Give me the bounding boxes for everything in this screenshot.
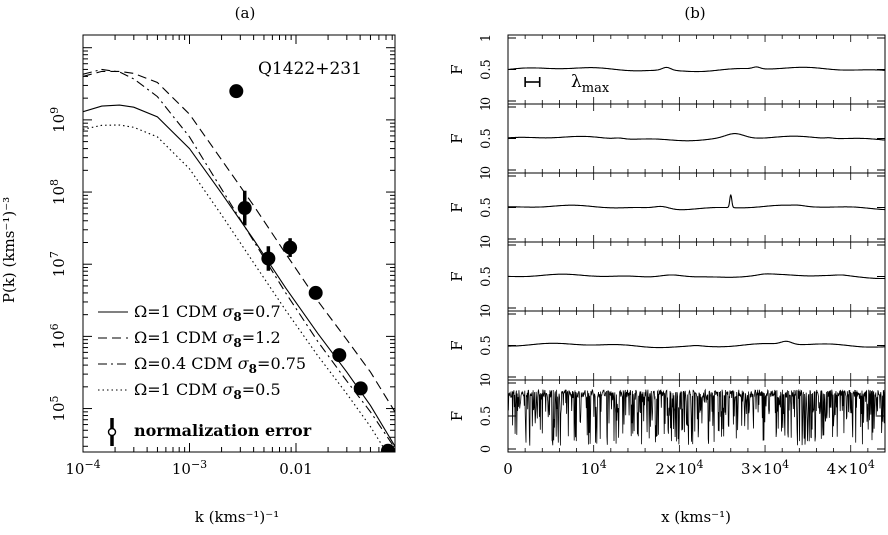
strip-y-axis-label: F [448,411,466,421]
strip-y-tick-label: 1 [479,241,494,249]
strip-y-tick-label: 1 [479,103,494,111]
data-point [237,201,252,216]
strip-y-axis-label: F [448,271,466,281]
strip-y-tick-label: 0.5 [479,406,494,427]
smoothed-flux-line [507,133,886,142]
legend-label: Ω=1 CDM σ8=0.5 [134,380,281,402]
flux-spectrum-line [507,388,886,446]
strip-y-tick-label: 0 [479,97,494,105]
strip-y-axis-label: F [448,133,466,143]
smoothed-flux-line [508,66,886,73]
norm-error-label: normalization error [134,421,312,440]
data-point [308,285,323,300]
strip-y-tick-label: 1 [479,34,494,42]
data-point [283,240,298,255]
panel-b: (b) 0 0.5 1 F 0 0.5 1 F 0 0.5 1 F 0 0.5 1 F 0 0.5 1 F 0 0.5 1 F… [448,4,886,526]
series-line-solid [83,104,395,447]
data-point [261,251,276,266]
strip-y-tick-label: 0.5 [479,59,494,80]
panel-a: (a) 10−4 10−3 0.01 105 106 107 108 109 Q1422+231… [0,4,396,526]
data-point [353,381,368,396]
smoothed-flux-line [508,193,885,211]
x-tick-label: 10−4 [65,458,100,478]
panel-b-plot: 0 0.5 1 F 0 0.5 1 F 0 0.5 1 F 0 0.5 1 F 0 0.5 1 F 0 0.5 1 F 0 104… [448,34,886,478]
panel-a-frame [82,34,396,453]
strip-y-tick-label: 0.5 [479,128,494,149]
panel-a-label: (a) [235,4,256,22]
legend-label: Ω=0.4 CDM σ8=0.75 [134,354,306,376]
y-tick-label: 107 [48,251,68,277]
data-point [380,443,395,452]
legend-label: Ω=1 CDM σ8=0.7 [134,302,281,324]
legend-label: Ω=1 CDM σ8=1.2 [134,328,281,350]
series-line-dashed [83,70,395,413]
x-tick-label: 10−3 [172,458,207,478]
panel-b-label: (b) [684,4,705,22]
strip-y-axis-label: F [448,340,466,350]
strip-y-tick-label: 0.5 [479,266,494,287]
strip-y-tick-label: 0 [479,235,494,243]
strip-y-tick-label: 0.5 [479,197,494,218]
panel-b-x-axis-label: x (kms⁻¹) [661,508,731,526]
lambda-label: λmax [571,72,610,96]
strip-y-tick-label: 0 [479,445,494,453]
strip-y-tick-label: 0.5 [479,335,494,356]
strip-frame [507,103,886,174]
strip-y-tick-label: 0 [479,304,494,312]
norm-error-marker [107,427,117,437]
points-label: Q1422+231 [258,59,362,79]
x-tick-label: 0.01 [279,460,312,478]
panel-b-x-tick-label: 0 [503,460,513,478]
panel-a-y-axis-label: P(k) (kms⁻¹)⁻³ [0,197,18,303]
panel-b-x-tick-label: 4×104 [827,458,875,478]
panel-a-plot: 10−4 10−3 0.01 105 106 107 108 109 Q1422+231 Ω=1 … [48,34,396,478]
smoothed-flux-line [508,340,885,349]
panel-b-x-tick-label: 104 [581,458,607,478]
strip-y-tick-label: 0 [479,166,494,174]
strip-y-tick-label: 0 [479,373,494,381]
y-tick-label: 108 [48,179,68,205]
strip-y-tick-label: 1 [479,379,494,387]
data-point [332,348,347,363]
strip-y-tick-label: 1 [479,172,494,180]
panel-a-x-axis-label: k (kms⁻¹)⁻¹ [195,508,279,526]
smoothed-flux-line [508,273,885,280]
panel-b-x-tick-label: 2×104 [655,458,703,478]
strip-y-axis-label: F [448,202,466,212]
panel-b-x-tick-label: 3×104 [741,458,789,478]
series-line-dotted [83,124,387,452]
y-tick-label: 105 [48,396,68,422]
strip-y-axis-label: F [448,64,466,74]
data-point [229,84,244,99]
series-line-dashdot [83,68,395,449]
strip-y-tick-label: 1 [479,310,494,318]
y-tick-label: 109 [48,107,68,133]
y-tick-label: 106 [48,323,68,349]
